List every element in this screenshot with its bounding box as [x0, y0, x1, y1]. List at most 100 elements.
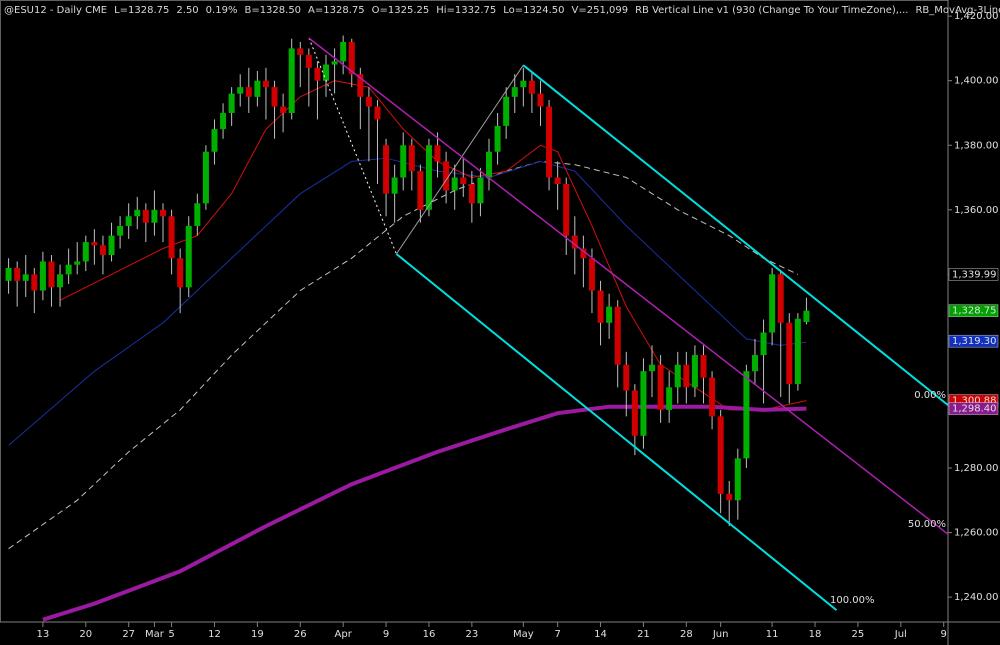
header-item: Hi=1332.75: [436, 5, 496, 16]
trendline: [522, 64, 948, 406]
candle-body: [554, 177, 561, 184]
candle-body: [220, 112, 227, 130]
candle-body: [314, 67, 321, 81]
candle-body: [151, 209, 158, 223]
candle-body: [48, 261, 55, 288]
price-tag: [948, 304, 999, 317]
candle-body: [434, 145, 441, 162]
header-item: L=1328.75: [114, 5, 169, 16]
candle-body: [486, 151, 493, 178]
candle-body: [803, 310, 810, 322]
y-tick-label: 1,280.00: [954, 463, 999, 474]
candle-body: [22, 274, 29, 281]
x-tick-label: 11: [766, 629, 779, 640]
candle-body: [717, 416, 724, 494]
candle-body: [348, 41, 355, 75]
candle-body: [734, 458, 741, 501]
candle-body: [331, 61, 338, 65]
candle-body: [31, 274, 38, 291]
candle-body: [357, 74, 364, 97]
candle-body: [305, 54, 312, 68]
candle-body: [794, 318, 801, 385]
header-item: 2.50: [176, 5, 198, 16]
candle-body: [588, 258, 595, 291]
candle-body: [160, 209, 167, 217]
candle-body: [262, 80, 269, 88]
candle-body: [254, 80, 261, 97]
trendline: [395, 253, 838, 611]
candle-body: [14, 267, 21, 281]
candle-body: [202, 151, 209, 204]
candle-body: [751, 355, 758, 372]
header-item: A=1328.75: [308, 5, 365, 16]
y-tick-label: 1,420.00: [954, 11, 999, 22]
candle-body: [74, 261, 81, 265]
candle-body: [477, 177, 484, 204]
x-tick-label: 28: [680, 629, 693, 640]
candle-body: [503, 96, 510, 126]
candle-body: [408, 145, 415, 172]
candle-body: [777, 274, 784, 323]
x-tick-label: Jun: [712, 629, 729, 640]
candle-body: [425, 145, 432, 210]
trendline: [308, 37, 397, 255]
candle-body: [606, 306, 613, 323]
y-tick-label: 1,240.00: [954, 592, 999, 603]
candle-body: [657, 364, 664, 410]
candle-body: [391, 177, 398, 194]
candle-body: [528, 80, 535, 94]
candle-body: [185, 225, 192, 288]
header-item: V=251,099: [572, 5, 629, 16]
candle-body: [117, 225, 124, 236]
candle-body: [460, 177, 467, 184]
candle-body: [39, 261, 46, 291]
header-item: @ESU12 - Daily CME: [4, 5, 107, 16]
candle-body: [57, 274, 64, 288]
x-tick-label: 19: [251, 629, 264, 640]
x-tick-label: 21: [637, 629, 650, 640]
y-tick-label: 1,260.00: [954, 528, 999, 539]
candle-body: [726, 493, 733, 501]
candle-body: [511, 87, 518, 97]
plot-area: [5, 35, 948, 622]
candle-body: [494, 125, 501, 152]
x-tick-label: 9: [941, 629, 947, 640]
x-tick-label: 12: [208, 629, 221, 640]
chart-header: @ESU12 - Daily CME L=1328.75 2.50 0.19% B=13…: [4, 5, 1000, 16]
candle-body: [520, 80, 527, 88]
x-tick-label: 25: [852, 629, 865, 640]
x-tick-label: 5: [168, 629, 174, 640]
candle-body: [537, 93, 544, 107]
candle-body: [451, 177, 458, 191]
candle-body: [323, 64, 330, 81]
x-tick-label: 13: [37, 629, 50, 640]
x-tick-label: 18: [809, 629, 822, 640]
x-tick-label: Mar: [145, 629, 165, 640]
candle-body: [82, 242, 89, 262]
candle-body: [769, 274, 776, 333]
price-tag-label: 1,339.99: [952, 269, 997, 280]
candle-body: [597, 290, 604, 323]
candle-body: [700, 355, 707, 378]
candle-body: [623, 364, 630, 391]
candle-body: [709, 377, 716, 417]
candle-body: [108, 235, 115, 255]
candle-body: [580, 248, 587, 259]
candle-body: [374, 106, 381, 120]
candle-body: [563, 183, 570, 236]
candle-body: [666, 387, 673, 410]
candle-body: [5, 267, 12, 281]
x-tick-label: 16: [423, 629, 436, 640]
candle-body: [417, 171, 424, 210]
x-tick-label: 9: [383, 629, 389, 640]
header-item: 0.19%: [206, 5, 238, 16]
candle-body: [297, 48, 304, 55]
candle-body: [245, 87, 252, 97]
header-item: RB_MovAvg-3Lines (Close,10,"S",30,"E",fa…: [915, 5, 1000, 16]
candle-body: [683, 364, 690, 388]
price-tag: [948, 268, 999, 281]
price-tag: [948, 402, 999, 415]
channel-label: 100.00%: [830, 595, 875, 606]
candle-body: [340, 41, 347, 62]
